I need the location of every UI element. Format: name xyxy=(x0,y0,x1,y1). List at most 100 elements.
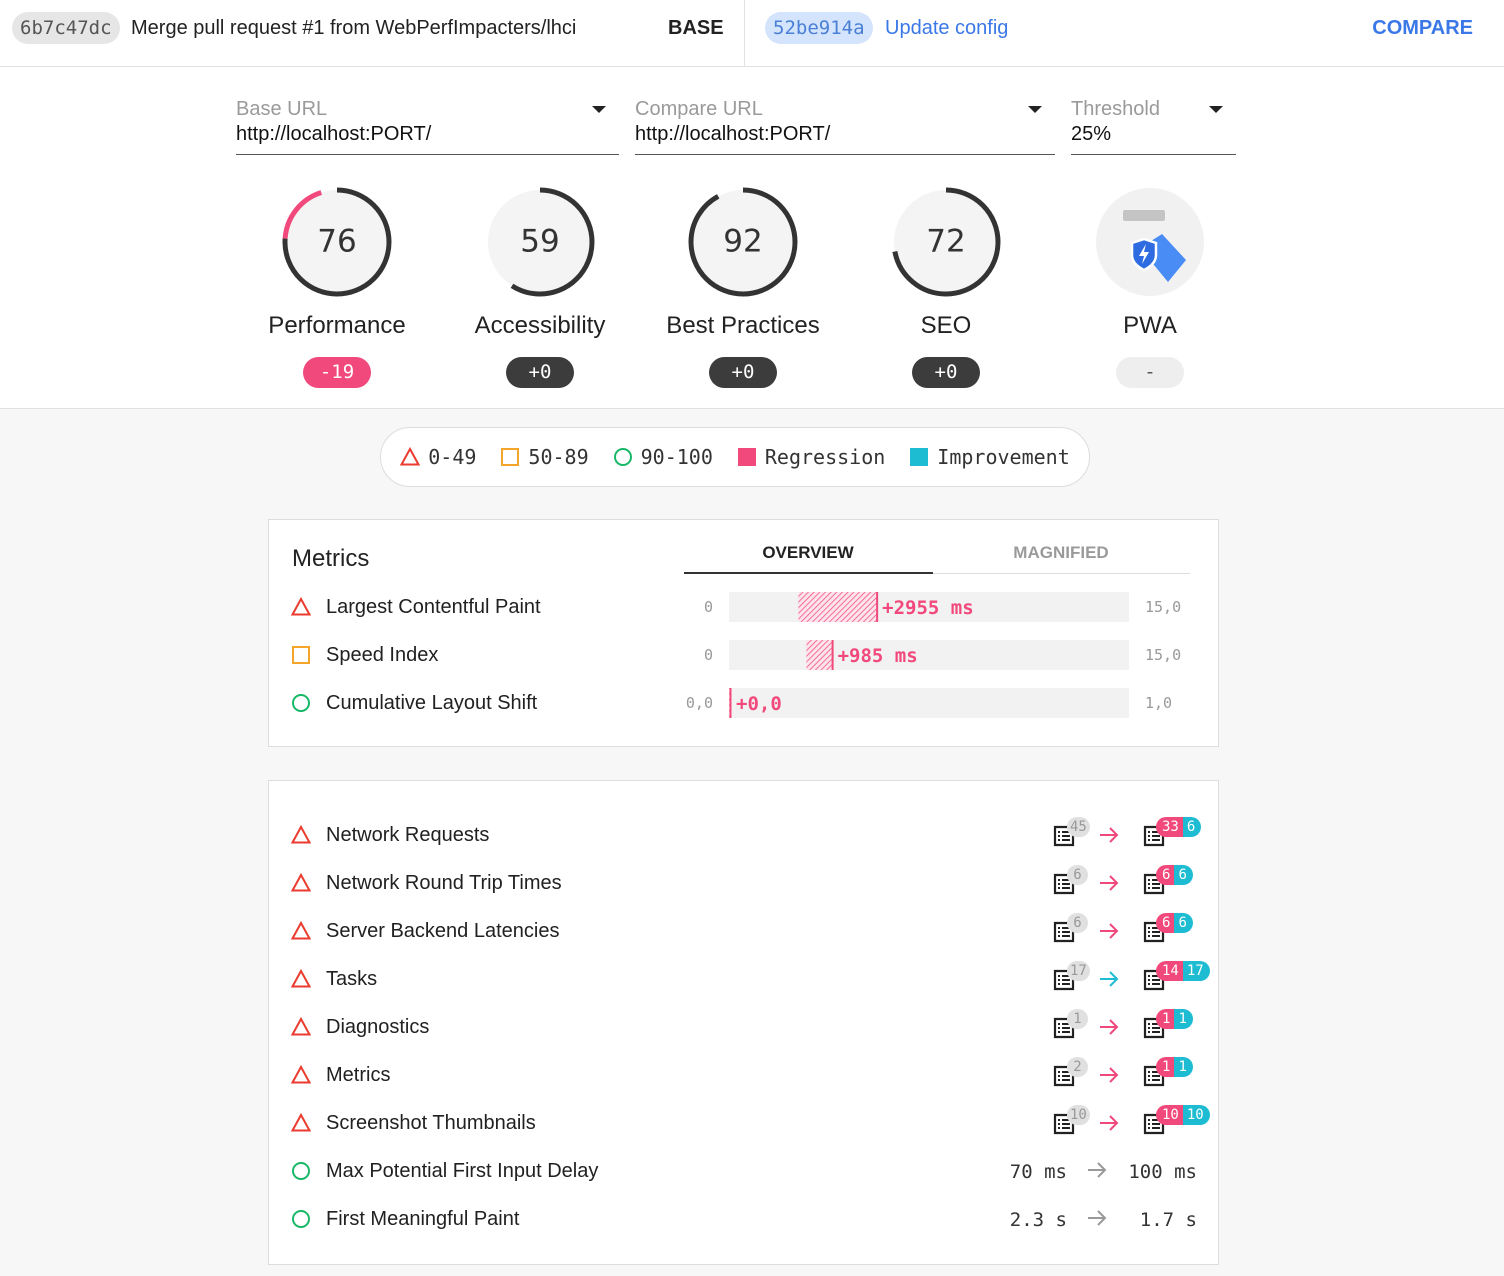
gauge-background xyxy=(691,190,795,294)
compare-button[interactable]: COMPARE xyxy=(1372,17,1473,39)
base-count: 6 xyxy=(1067,913,1088,933)
circle-icon xyxy=(292,1210,310,1228)
dropdown[interactable]: Threshold 25% xyxy=(1071,92,1236,155)
score-delta: +0 xyxy=(912,357,980,388)
audit-name: Metrics xyxy=(326,1064,391,1086)
gauge-arc xyxy=(282,187,392,297)
gauge-background xyxy=(285,190,389,294)
metric-name: Cumulative Layout Shift xyxy=(326,692,538,714)
legend-label: 0-49 xyxy=(428,445,477,469)
score-delta: +0 xyxy=(506,357,574,388)
audit-name: Screenshot Thumbnails xyxy=(326,1112,536,1134)
audit-base-value: 2.3 s xyxy=(1009,1209,1067,1231)
dropdown-label: Base URL xyxy=(236,98,328,120)
legend-icon xyxy=(500,447,520,467)
improvement-count: 10 xyxy=(1182,1105,1210,1125)
compare-message[interactable]: Update config xyxy=(885,17,1009,39)
regression-count: 1 xyxy=(1156,1057,1175,1077)
base-label: BASE xyxy=(668,17,724,39)
arrow-icon xyxy=(1100,923,1119,939)
status-icon xyxy=(292,646,310,664)
score-delta: +0 xyxy=(709,357,777,388)
gauge-score: 59 xyxy=(520,224,559,260)
header-separator xyxy=(744,0,745,66)
gauge-label: Performance xyxy=(268,312,406,339)
triangle-icon xyxy=(290,824,312,844)
gauge-score: 76 xyxy=(317,224,356,260)
score-delta: - xyxy=(1116,357,1184,388)
arrow-icon xyxy=(1100,971,1119,987)
pwa-bolt xyxy=(1139,244,1149,264)
arrow-icon xyxy=(1100,875,1119,891)
tab[interactable]: OVERVIEW xyxy=(762,543,854,562)
metric-track xyxy=(729,688,1129,718)
legend-item: 90-100 xyxy=(613,442,713,472)
compare-hash[interactable]: 52be914a xyxy=(765,12,873,44)
arrow xyxy=(1100,1115,1119,1131)
legend-swatch xyxy=(910,448,929,466)
triangle-icon xyxy=(400,446,421,466)
legend-swatch xyxy=(737,448,756,466)
dropdown-label: Threshold xyxy=(1071,98,1160,120)
arrow-icon xyxy=(1100,827,1119,843)
page-icon xyxy=(1053,873,1075,895)
gauge-arc xyxy=(485,187,595,297)
legend-icon xyxy=(613,447,633,467)
tab-indicator xyxy=(684,572,933,574)
gauge-label: Best Practices xyxy=(666,312,820,339)
regression-count: 6 xyxy=(1156,865,1175,885)
metric-track xyxy=(729,640,1129,670)
improvement-count: 6 xyxy=(1174,865,1193,885)
status-icon xyxy=(290,1016,312,1036)
gauge-label: Accessibility xyxy=(474,312,606,339)
arrow xyxy=(1100,971,1119,987)
improvement-count: 1 xyxy=(1174,1057,1193,1077)
status-icon xyxy=(290,1064,312,1084)
metric-delta-label: +2955 ms xyxy=(882,597,974,619)
metrics-title: Metrics xyxy=(292,545,370,572)
compare-counts: 33 6 xyxy=(1156,817,1202,837)
gauge-label: SEO xyxy=(920,312,972,339)
triangle-icon xyxy=(290,1064,312,1084)
base-hash[interactable]: 6b7c47dc xyxy=(12,12,120,44)
page-icon xyxy=(1053,825,1075,847)
status-icon xyxy=(292,694,310,712)
axis-max: 15,0 xyxy=(1145,598,1182,616)
dropdown-value: http://localhost:PORT/ xyxy=(236,123,432,145)
header-divider xyxy=(0,66,1504,67)
axis-min: 0 xyxy=(703,646,713,664)
audit-compare-value: 1.7 s xyxy=(1139,1209,1197,1231)
metric-name: Largest Contentful Paint xyxy=(326,596,541,618)
tab[interactable]: MAGNIFIED xyxy=(1013,543,1109,562)
legend-icon xyxy=(909,447,929,467)
arrow-icon xyxy=(1100,1067,1119,1083)
audit-name: Network Requests xyxy=(326,824,490,846)
arrow-icon xyxy=(1100,1115,1119,1131)
legend-label: 50-89 xyxy=(528,445,589,469)
regression-count: 10 xyxy=(1156,1105,1183,1125)
regression-count: 6 xyxy=(1156,913,1175,933)
axis-min: 0 xyxy=(703,598,713,616)
dropdown-caret xyxy=(592,106,606,113)
base-count: 6 xyxy=(1067,865,1088,885)
gauge: 59 xyxy=(485,187,595,297)
gauge xyxy=(1096,188,1204,296)
base-count: 17 xyxy=(1067,961,1090,981)
metric-track xyxy=(729,592,1129,622)
audit-base-value: 70 ms xyxy=(1009,1161,1067,1183)
dropdown[interactable]: Base URL http://localhost:PORT/ xyxy=(236,92,619,155)
base-message: Merge pull request #1 from WebPerfImpact… xyxy=(131,17,577,39)
triangle-icon xyxy=(290,920,312,940)
improvement-count: 17 xyxy=(1182,961,1210,981)
metric-name: Speed Index xyxy=(326,644,439,666)
audit-name: Network Round Trip Times xyxy=(326,872,562,894)
status-icon xyxy=(290,824,312,844)
base-count: 10 xyxy=(1067,1105,1090,1125)
audit-name: Tasks xyxy=(326,968,378,990)
dropdown[interactable]: Compare URL http://localhost:PORT/ xyxy=(635,92,1055,155)
metric-delta-bar xyxy=(798,592,878,622)
improvement-count: 6 xyxy=(1174,913,1193,933)
arrow xyxy=(1100,827,1119,843)
status-icon xyxy=(400,446,421,466)
arrow xyxy=(1100,1019,1119,1035)
